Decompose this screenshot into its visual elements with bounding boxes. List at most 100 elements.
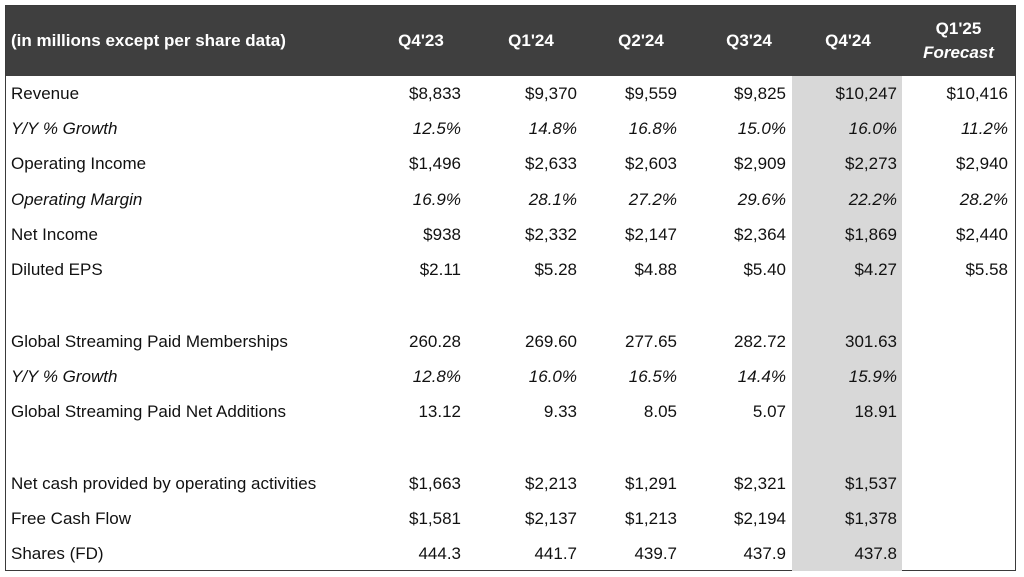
table-header: (in millions except per share data) Q4'2… xyxy=(6,6,1015,76)
cell-q1-25 xyxy=(898,466,1008,502)
cell-q1-25 xyxy=(898,324,1008,360)
row-label: Diluted EPS xyxy=(11,260,103,279)
cell-q4-24: 16.0% xyxy=(848,119,897,138)
cell-q1-25 xyxy=(898,536,1008,572)
cell-q4-23: 260.28 xyxy=(409,332,461,351)
cell-q4-23: $8,833 xyxy=(409,84,461,103)
cell-q4-24: 301.63 xyxy=(845,332,897,351)
col-q4-24: Q4'24 xyxy=(825,31,871,50)
cell-q4-24: $1,537 xyxy=(845,474,897,493)
cell-q3-24: 5.07 xyxy=(752,402,786,421)
cell-q3-24: $2,909 xyxy=(734,154,786,173)
cell-q3-24: 29.6% xyxy=(737,190,786,209)
table-row: Net cash provided by operating activitie… xyxy=(6,466,1015,502)
cell-q1-24: $2,213 xyxy=(525,474,577,493)
cell-q3-24: $2,364 xyxy=(734,225,786,244)
header-label: (in millions except per share data) xyxy=(11,31,286,50)
cell-q1-24: 16.0% xyxy=(528,367,577,386)
table-row: Revenue $8,833 $9,370 $9,559 $9,825 $10,247 $1… xyxy=(6,76,1015,112)
row-label: Y/Y % Growth xyxy=(11,367,118,386)
cell-q4-23: 12.8% xyxy=(412,367,461,386)
cell-q2-24: 439.7 xyxy=(634,544,677,563)
cell-q4-24: 15.9% xyxy=(848,367,897,386)
col-q3-24: Q3'24 xyxy=(726,31,772,50)
cell-q1-25: $10,416 xyxy=(946,84,1008,103)
cell-q2-24: $9,559 xyxy=(625,84,677,103)
cell-q4-23: 13.12 xyxy=(418,402,461,421)
cell-q1-25: $5.58 xyxy=(965,260,1008,279)
cell-q1-24: $2,137 xyxy=(525,509,577,528)
row-label: Operating Income xyxy=(11,154,147,173)
cell-q1-24: 441.7 xyxy=(534,544,577,563)
cell-q4-23: 444.3 xyxy=(418,544,461,563)
table-row: Net Income $938 $2,332 $2,147 $2,364 $1,869 $2… xyxy=(6,217,1015,253)
table-row: Diluted EPS $2.11 $5.28 $4.88 $5.40 $4.27 $5.5… xyxy=(6,252,1015,288)
cell-q2-24: $1,213 xyxy=(625,509,677,528)
row-label: Global Streaming Paid Net Additions xyxy=(11,402,286,421)
cell-q3-24: 282.72 xyxy=(734,332,786,351)
col-q2-24: Q2'24 xyxy=(618,31,664,50)
cell-q1-25: 28.2% xyxy=(959,190,1008,209)
cell-q2-24: 27.2% xyxy=(628,190,677,209)
cell-q4-24: 437.8 xyxy=(854,544,897,563)
cell-q1-24: 14.8% xyxy=(528,119,577,138)
cell-q4-23: $1,581 xyxy=(409,509,461,528)
cell-q1-24: 9.33 xyxy=(543,402,577,421)
cell-q2-24: 8.05 xyxy=(643,402,677,421)
cell-q3-24: $2,194 xyxy=(734,509,786,528)
cell-q4-24: $1,378 xyxy=(845,509,897,528)
cell-q4-24: $10,247 xyxy=(835,84,897,103)
cell-q4-23: $938 xyxy=(423,225,461,244)
cell-q1-24: $9,370 xyxy=(525,84,577,103)
col-q1-24: Q1'24 xyxy=(508,31,554,50)
table-row: Free Cash Flow $1,581 $2,137 $1,213 $2,194 $1… xyxy=(6,501,1015,537)
table-row: Y/Y % Growth 12.8% 16.0% 16.5% 14.4% 15.9% xyxy=(6,359,1015,395)
cell-q1-25 xyxy=(898,359,1008,395)
row-label: Revenue xyxy=(11,84,80,103)
cell-q4-23: 16.9% xyxy=(412,190,461,209)
col-q1-25-forecast: Q1'25 Forecast xyxy=(906,6,1011,76)
cell-q4-23: 12.5% xyxy=(412,119,461,138)
cell-q2-24: $1,291 xyxy=(625,474,677,493)
current-quarter-highlight xyxy=(792,76,902,571)
cell-q1-24: 269.60 xyxy=(525,332,577,351)
cell-q1-25 xyxy=(898,501,1008,537)
cell-q4-24: $4.27 xyxy=(854,260,897,279)
cell-q1-24: $2,633 xyxy=(525,154,577,173)
row-label: Operating Margin xyxy=(11,190,143,209)
cell-q4-24: $1,869 xyxy=(845,225,897,244)
cell-q4-23: $1,496 xyxy=(409,154,461,173)
financial-table: (in millions except per share data) Q4'2… xyxy=(5,5,1016,571)
cell-q3-24: $2,321 xyxy=(734,474,786,493)
table-row: Operating Income $1,496 $2,633 $2,603 $2,909… xyxy=(6,146,1015,182)
table-row: Shares (FD) 444.3 441.7 439.7 437.9 437.8 xyxy=(6,536,1015,572)
cell-q1-25 xyxy=(898,394,1008,430)
row-label: Global Streaming Paid Memberships xyxy=(11,332,288,351)
cell-q3-24: $9,825 xyxy=(734,84,786,103)
cell-q1-24: 28.1% xyxy=(528,190,577,209)
cell-q3-24: 14.4% xyxy=(737,367,786,386)
cell-q3-24: $5.40 xyxy=(743,260,786,279)
cell-q2-24: 277.65 xyxy=(625,332,677,351)
table-row: Y/Y % Growth 12.5% 14.8% 16.8% 15.0% 16.0% 11.… xyxy=(6,111,1015,147)
cell-q4-24: 18.91 xyxy=(854,402,897,421)
cell-q1-25: $2,440 xyxy=(956,225,1008,244)
cell-q2-24: $2,603 xyxy=(625,154,677,173)
cell-q2-24: 16.5% xyxy=(628,367,677,386)
forecast-quarter: Q1'25 xyxy=(935,19,982,38)
cell-q1-24: $5.28 xyxy=(534,260,577,279)
row-label: Y/Y % Growth xyxy=(11,119,118,138)
cell-q1-25: $2,940 xyxy=(956,154,1008,173)
cell-q3-24: 15.0% xyxy=(737,119,786,138)
cell-q3-24: 437.9 xyxy=(743,544,786,563)
row-label: Net cash provided by operating activitie… xyxy=(11,474,317,493)
cell-q1-25: 11.2% xyxy=(961,119,1008,138)
row-label: Free Cash Flow xyxy=(11,509,131,528)
forecast-label: Forecast xyxy=(923,43,994,62)
cell-q2-24: $2,147 xyxy=(625,225,677,244)
table-row: Operating Margin 16.9% 28.1% 27.2% 29.6% 22.2… xyxy=(6,182,1015,218)
cell-q4-24: 22.2% xyxy=(848,190,897,209)
cell-q4-23: $2.11 xyxy=(419,260,461,279)
cell-q4-24: $2,273 xyxy=(845,154,897,173)
table-row: Global Streaming Paid Net Additions 13.12… xyxy=(6,394,1015,430)
